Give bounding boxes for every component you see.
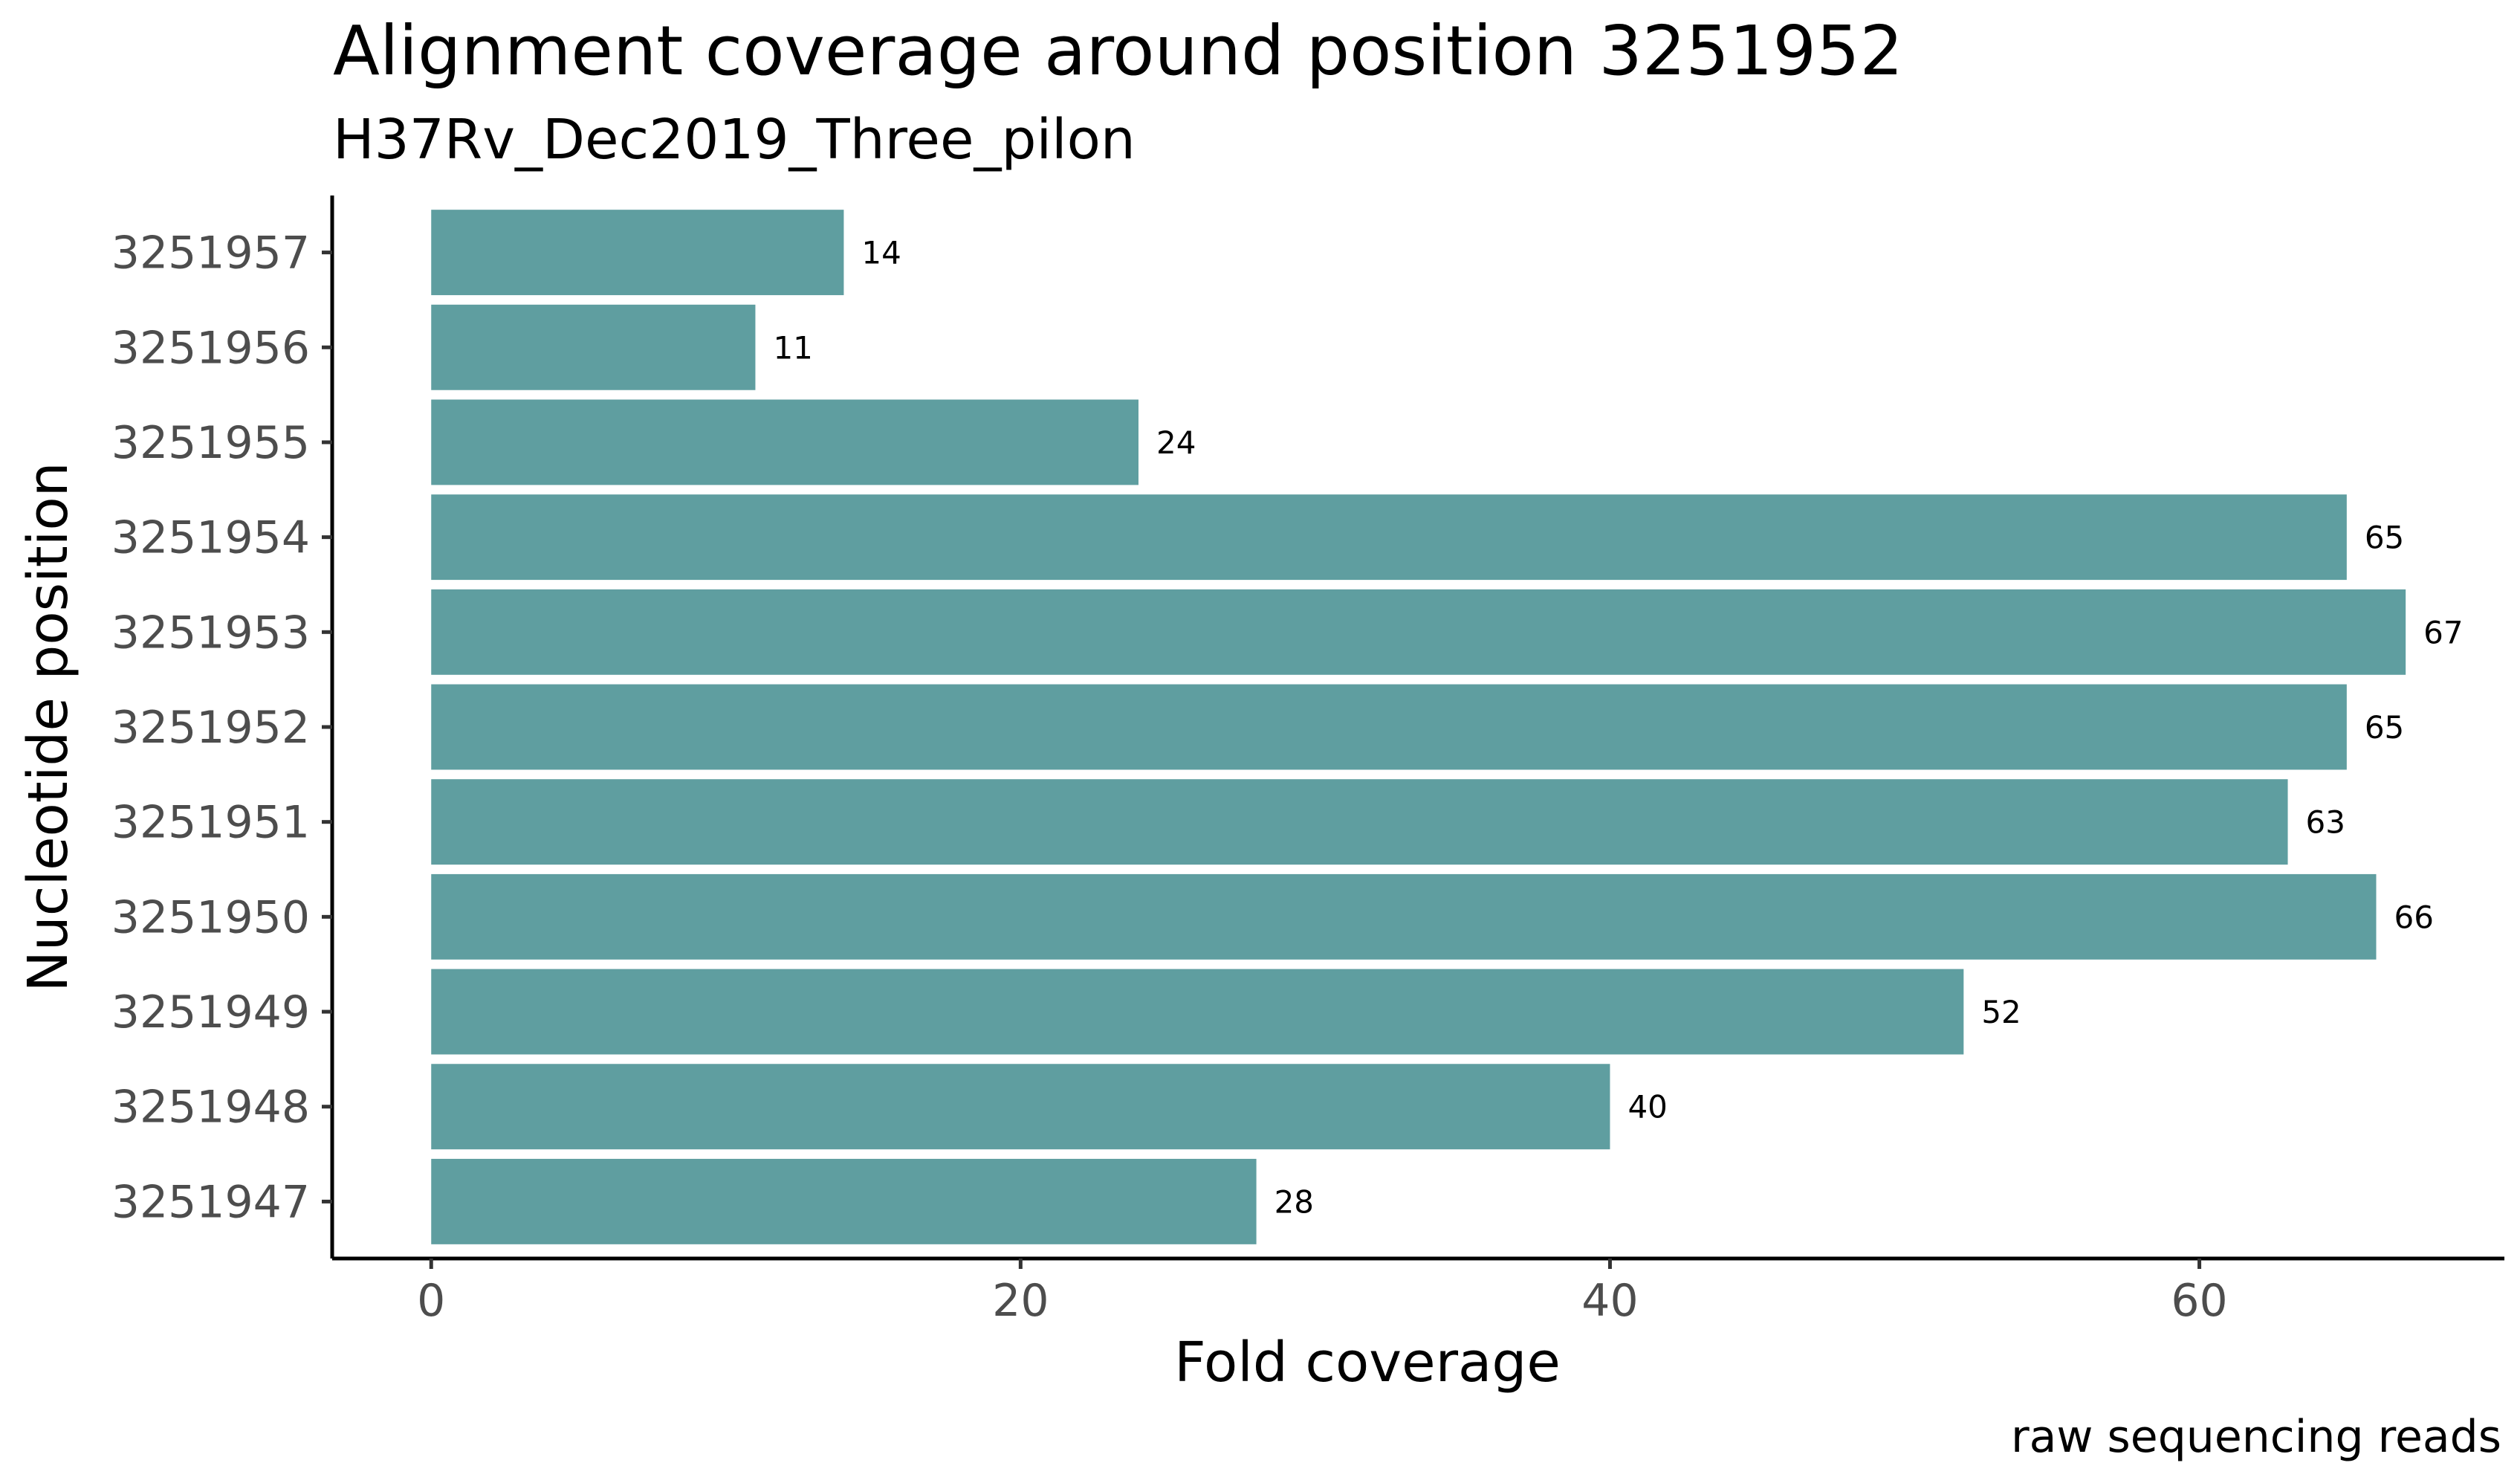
bar-3251957 <box>431 210 844 296</box>
y-tick-label: 3251948 <box>111 1082 310 1134</box>
chart-caption: raw sequencing reads <box>2011 1411 2501 1463</box>
y-tick-label: 3251950 <box>111 891 310 943</box>
bar-3251948 <box>431 1064 1610 1150</box>
y-tick-label: 3251949 <box>111 986 310 1038</box>
bar-3251949 <box>431 969 1964 1055</box>
data-label-3251956: 11 <box>773 329 812 366</box>
y-tick-label: 3251954 <box>111 512 310 564</box>
x-tick-label: 60 <box>2171 1275 2227 1327</box>
y-tick-label: 3251953 <box>111 607 310 659</box>
data-label-3251947: 28 <box>1274 1183 1314 1220</box>
y-tick-label: 3251955 <box>111 417 310 469</box>
y-axis-title: Nucleotide position <box>16 462 80 992</box>
data-label-3251948: 40 <box>1627 1089 1667 1125</box>
x-tick-label: 20 <box>992 1275 1049 1327</box>
y-tick-label: 3251947 <box>111 1176 310 1228</box>
data-label-3251957: 14 <box>861 235 901 271</box>
bar-3251955 <box>431 399 1138 485</box>
bar-3251951 <box>431 779 2288 865</box>
data-label-3251953: 67 <box>2423 614 2463 650</box>
data-label-3251952: 65 <box>2365 709 2404 746</box>
x-axis-title: Fold coverage <box>1174 1331 1561 1395</box>
x-tick-label: 0 <box>417 1275 445 1327</box>
y-tick-label: 3251957 <box>111 227 310 280</box>
bar-3251950 <box>431 873 2377 960</box>
y-tick-label: 3251956 <box>111 322 310 374</box>
bar-3251952 <box>431 684 2347 770</box>
bar-3251956 <box>431 304 756 390</box>
x-tick-label: 40 <box>1581 1275 1638 1327</box>
data-label-3251951: 63 <box>2306 804 2345 841</box>
y-ticks-group: 3251947 3251948 3251949 3251950 3251951 32519… <box>111 227 332 1228</box>
bar-3251954 <box>431 494 2347 581</box>
data-label-3251950: 66 <box>2394 899 2433 935</box>
data-label-3251949: 52 <box>1981 994 2021 1030</box>
data-label-3251955: 24 <box>1156 424 1196 461</box>
y-tick-label: 3251951 <box>111 797 310 849</box>
bar-3251953 <box>431 589 2406 675</box>
x-ticks-group: 0 20 40 60 <box>417 1259 2228 1327</box>
chart-subtitle: H37Rv_Dec2019_Three_pilon <box>333 108 1136 172</box>
chart-title: Alignment coverage around position 32519… <box>333 11 1903 91</box>
data-label-3251954: 65 <box>2365 520 2404 556</box>
bar-3251947 <box>431 1158 1257 1244</box>
y-tick-label: 3251952 <box>111 702 310 754</box>
bars-group <box>431 210 2406 1244</box>
data-labels-group: 28 40 52 66 63 65 67 65 24 11 14 <box>773 235 2463 1221</box>
